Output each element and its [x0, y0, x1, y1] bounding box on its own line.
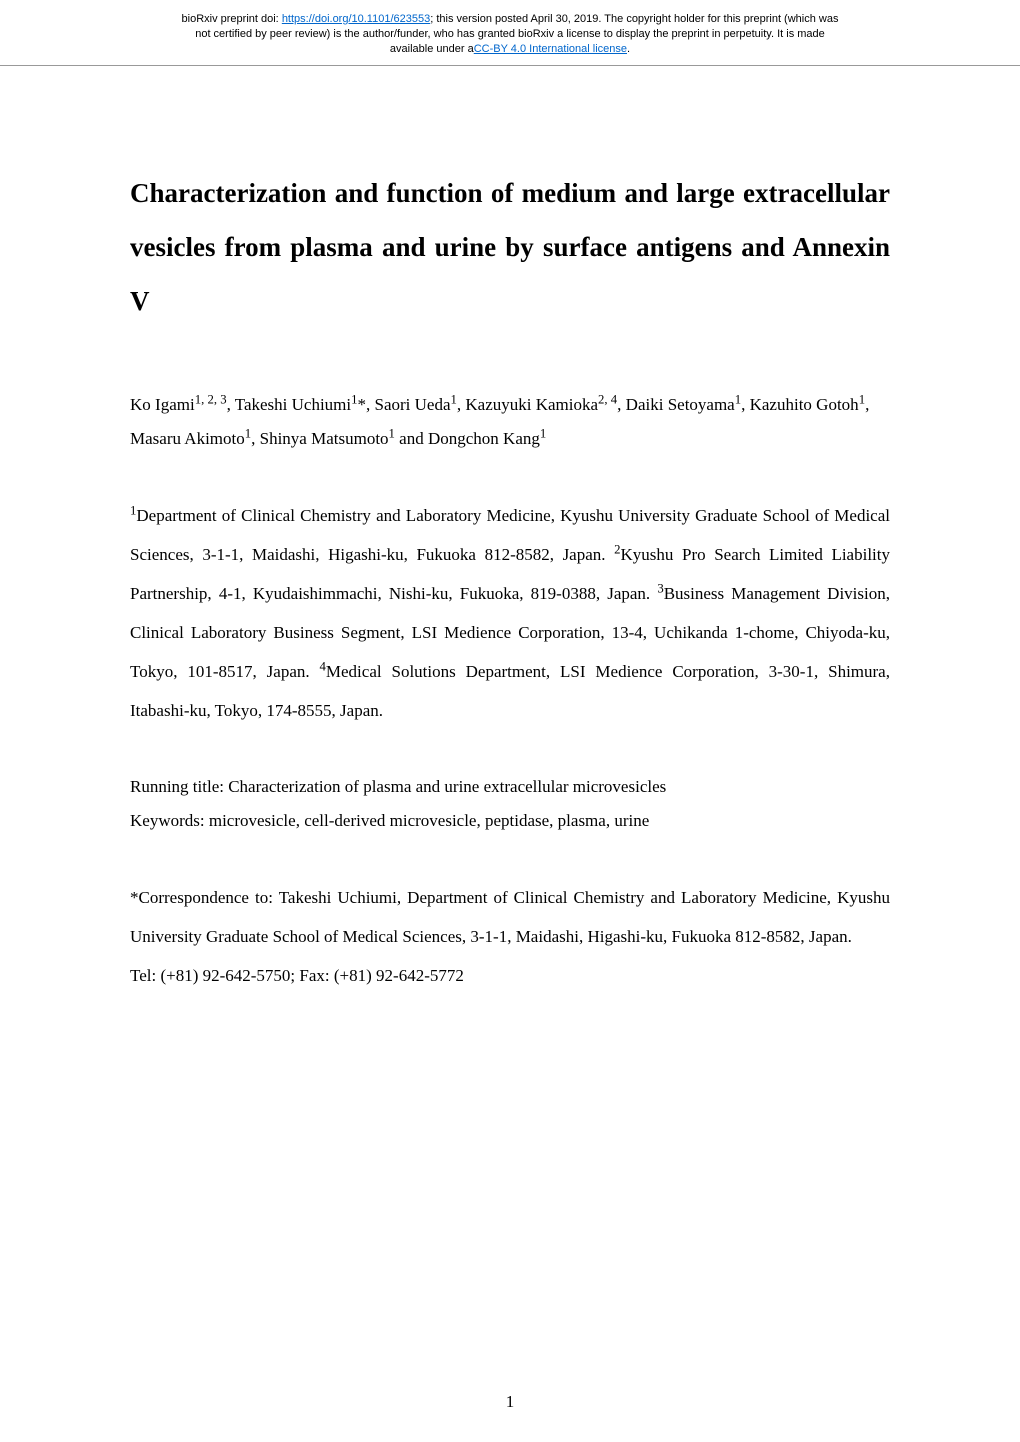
preprint-header: bioRxiv preprint doi: https://doi.org/10… — [0, 0, 1020, 66]
running-title: Running title: Characterization of plasm… — [130, 770, 890, 804]
header-line1-prefix: bioRxiv preprint doi: — [182, 13, 282, 25]
license-link[interactable]: CC-BY 4.0 International license — [474, 43, 627, 55]
correspondence: *Correspondence to: Takeshi Uchiumi, Dep… — [130, 878, 890, 956]
paper-title: Characterization and function of medium … — [130, 166, 890, 328]
header-line2: not certified by peer review) is the aut… — [195, 28, 825, 40]
paper-content: Characterization and function of medium … — [0, 66, 1020, 996]
authors-list: Ko Igami1, 2, 3, Takeshi Uchiumi1*, Saor… — [130, 388, 890, 456]
header-line3-prefix: available under a — [390, 43, 474, 55]
header-line1-suffix: ; this version posted April 30, 2019. Th… — [430, 13, 838, 25]
doi-link[interactable]: https://doi.org/10.1101/623553 — [282, 13, 430, 25]
affiliations: 1Department of Clinical Chemistry and La… — [130, 496, 890, 731]
keywords: Keywords: microvesicle, cell-derived mic… — [130, 804, 890, 838]
contact-info: Tel: (+81) 92-642-5750; Fax: (+81) 92-64… — [130, 956, 890, 995]
running-keywords-block: Running title: Characterization of plasm… — [130, 770, 890, 838]
header-line3-suffix: . — [627, 43, 630, 55]
page-number: 1 — [0, 1392, 1020, 1412]
